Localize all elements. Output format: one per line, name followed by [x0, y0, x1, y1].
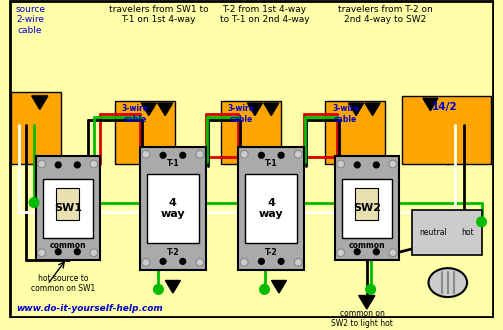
Polygon shape — [165, 280, 181, 293]
Circle shape — [354, 249, 360, 255]
Circle shape — [373, 249, 379, 255]
Circle shape — [240, 150, 248, 158]
Bar — [356, 188, 378, 220]
Text: 14/2: 14/2 — [432, 102, 458, 112]
Bar — [238, 147, 304, 270]
Text: 3-wire
cable: 3-wire cable — [332, 104, 359, 123]
Text: hot source to
common on SW1: hot source to common on SW1 — [31, 274, 95, 293]
Text: T-1: T-1 — [265, 159, 278, 168]
Text: common on
SW2 to light hot: common on SW2 to light hot — [331, 309, 393, 328]
Text: neutral: neutral — [420, 228, 447, 237]
Circle shape — [294, 150, 302, 158]
Bar — [115, 101, 175, 164]
Circle shape — [74, 162, 80, 168]
Circle shape — [142, 150, 150, 158]
Circle shape — [366, 284, 375, 294]
Circle shape — [153, 284, 163, 294]
Bar — [11, 92, 61, 164]
Ellipse shape — [429, 268, 467, 297]
Text: 4
way: 4 way — [160, 198, 185, 219]
Circle shape — [160, 258, 166, 264]
Text: www.do-it-yourself-help.com: www.do-it-yourself-help.com — [17, 304, 163, 313]
Polygon shape — [264, 103, 279, 115]
Polygon shape — [141, 103, 156, 115]
Circle shape — [260, 284, 269, 294]
Text: 3-wire
cable: 3-wire cable — [122, 104, 149, 123]
Circle shape — [38, 249, 46, 256]
Bar — [221, 101, 281, 164]
Text: 4
way: 4 way — [259, 198, 284, 219]
Circle shape — [142, 258, 150, 266]
Bar — [56, 188, 79, 220]
Bar — [412, 210, 481, 255]
Circle shape — [278, 258, 284, 264]
Text: source
2-wire
cable: source 2-wire cable — [15, 5, 45, 35]
Polygon shape — [247, 103, 263, 115]
Text: hot: hot — [462, 228, 474, 237]
Circle shape — [259, 258, 265, 264]
Text: T-2: T-2 — [265, 248, 278, 257]
Circle shape — [196, 258, 204, 266]
Circle shape — [180, 258, 186, 264]
Polygon shape — [272, 280, 287, 293]
Text: travelers from T-2 on
2nd 4-way to SW2: travelers from T-2 on 2nd 4-way to SW2 — [338, 5, 433, 24]
Circle shape — [90, 160, 98, 168]
Text: T-1: T-1 — [166, 159, 179, 168]
Circle shape — [373, 162, 379, 168]
Circle shape — [240, 258, 248, 266]
Circle shape — [294, 258, 302, 266]
Circle shape — [259, 152, 265, 158]
Polygon shape — [32, 96, 48, 109]
Circle shape — [180, 152, 186, 158]
Text: common: common — [49, 241, 86, 250]
Bar — [36, 156, 100, 260]
Polygon shape — [359, 296, 375, 309]
Circle shape — [278, 152, 284, 158]
Circle shape — [196, 150, 204, 158]
Text: travelers from SW1 to
T-1 on 1st 4-way: travelers from SW1 to T-1 on 1st 4-way — [109, 5, 208, 24]
Bar — [43, 179, 93, 238]
Circle shape — [55, 249, 61, 255]
Text: common: common — [349, 241, 385, 250]
Text: SW1: SW1 — [54, 203, 82, 213]
Polygon shape — [365, 103, 380, 115]
Circle shape — [29, 198, 39, 207]
Bar — [402, 96, 491, 164]
Circle shape — [160, 152, 166, 158]
Circle shape — [477, 217, 486, 227]
Bar — [147, 174, 199, 243]
Polygon shape — [157, 103, 173, 115]
Bar — [140, 147, 206, 270]
Circle shape — [38, 160, 46, 168]
Circle shape — [74, 249, 80, 255]
Circle shape — [389, 160, 397, 168]
Bar — [325, 101, 385, 164]
Circle shape — [55, 162, 61, 168]
Bar — [335, 156, 398, 260]
Circle shape — [337, 160, 345, 168]
Circle shape — [90, 249, 98, 256]
Polygon shape — [349, 103, 364, 115]
Text: SW2: SW2 — [353, 203, 381, 213]
Circle shape — [337, 249, 345, 256]
Bar — [245, 174, 297, 243]
Text: 3-wire
cable: 3-wire cable — [228, 104, 255, 123]
Text: T-2 from 1st 4-way
to T-1 on 2nd 4-way: T-2 from 1st 4-way to T-1 on 2nd 4-way — [220, 5, 309, 24]
Circle shape — [354, 162, 360, 168]
Polygon shape — [423, 98, 438, 111]
Bar — [342, 179, 392, 238]
Text: T-2: T-2 — [166, 248, 179, 257]
Circle shape — [389, 249, 397, 256]
